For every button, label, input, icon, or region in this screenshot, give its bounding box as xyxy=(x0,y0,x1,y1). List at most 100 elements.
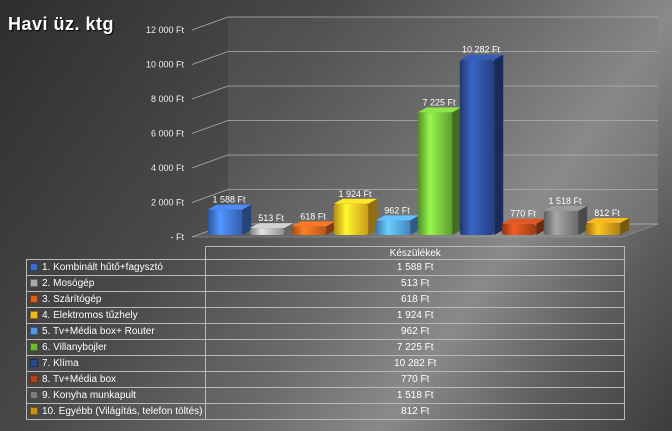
bar xyxy=(249,223,294,235)
y-tick-label: 6 000 Ft xyxy=(151,129,185,139)
data-table: Készülékek 1. Kombinált hűtő+fagysztó 1 5… xyxy=(25,246,625,420)
table-category-label: 10. Egyébb (Világítás, telefon töltés) xyxy=(42,406,203,417)
table-category-label: 2. Mosógép xyxy=(42,278,95,289)
y-tick-label: 10 000 Ft xyxy=(146,60,185,70)
bars xyxy=(207,54,630,236)
legend-key-icon xyxy=(30,375,38,384)
table-corner xyxy=(26,246,207,260)
bar-top xyxy=(249,223,294,229)
table-category-label: 4. Elektromos tűzhely xyxy=(42,310,138,321)
chart-title: Havi üz. ktg xyxy=(8,14,115,34)
bar xyxy=(417,107,462,235)
data-label: 618 Ft xyxy=(300,211,326,221)
bar-front xyxy=(375,220,411,235)
bar-front xyxy=(207,209,243,235)
legend-key-icon xyxy=(30,295,38,304)
table-category-cell: 8. Tv+Média box xyxy=(25,371,207,388)
gridline-side xyxy=(191,120,229,134)
table-row: 6. Villanybojler 7 225 Ft xyxy=(25,339,625,356)
table-row: 9. Konyha munkapult 1 518 Ft xyxy=(25,387,625,404)
bar-front xyxy=(501,223,537,235)
data-label: 1 518 Ft xyxy=(548,196,582,206)
bar-front xyxy=(459,59,495,236)
legend-key-icon xyxy=(30,407,38,416)
bar xyxy=(543,205,588,235)
table-value-cell: 1 518 Ft xyxy=(205,387,625,404)
legend-key-icon xyxy=(30,391,38,400)
legend-key-icon xyxy=(30,311,38,320)
table-category-cell: 9. Konyha munkapult xyxy=(25,387,207,404)
bar-side xyxy=(452,107,462,235)
bar-top xyxy=(585,217,630,223)
bar xyxy=(501,218,546,235)
legend-key-icon xyxy=(30,263,38,272)
table-category-label: 7. Klíma xyxy=(42,358,79,369)
data-label: 1 588 Ft xyxy=(212,195,246,205)
table-category-label: 5. Tv+Média box+ Router xyxy=(42,326,155,337)
gridline-side xyxy=(191,85,229,100)
table-value-cell: 7 225 Ft xyxy=(205,339,625,356)
table-value-cell: 10 282 Ft xyxy=(205,355,625,372)
bar xyxy=(585,217,630,235)
bar-side xyxy=(578,205,588,235)
table-row: 5. Tv+Média box+ Router 962 Ft xyxy=(25,323,625,340)
table-row: 1. Kombinált hűtő+fagysztó 1 588 Ft xyxy=(25,259,625,276)
table-category-cell: 5. Tv+Média box+ Router xyxy=(25,323,207,340)
bar-side xyxy=(494,54,504,236)
data-label: 770 Ft xyxy=(510,209,536,219)
bar-front xyxy=(585,222,621,235)
legend-key-icon xyxy=(30,359,38,368)
bar-side xyxy=(368,198,378,235)
bar-side xyxy=(620,217,630,235)
gridline-side xyxy=(191,16,229,31)
bar-top xyxy=(501,218,546,224)
table-category-label: 1. Kombinált hűtő+fagysztó xyxy=(42,262,163,273)
table-category-cell: 4. Elektromos tűzhely xyxy=(25,307,207,324)
y-tick-label: 2 000 Ft xyxy=(151,198,185,208)
legend-key-icon xyxy=(30,327,38,336)
table-category-label: 8. Tv+Média box xyxy=(42,374,117,385)
bar xyxy=(291,221,336,235)
bar-side xyxy=(242,204,252,235)
table-value-cell: 812 Ft xyxy=(205,403,625,420)
bar-top xyxy=(417,107,462,113)
table-category-cell: 6. Villanybojler xyxy=(25,339,207,356)
bar-front xyxy=(333,203,369,235)
table-value-cell: 1 924 Ft xyxy=(205,307,625,324)
y-tick-label: 12 000 Ft xyxy=(146,25,185,35)
bar xyxy=(207,204,252,235)
bar-top xyxy=(291,221,336,227)
table-value-cell: 770 Ft xyxy=(205,371,625,388)
legend-key-icon xyxy=(30,343,38,352)
bar-front xyxy=(543,210,579,235)
bar xyxy=(333,198,378,235)
table-row: 10. Egyébb (Világítás, telefon töltés) 81… xyxy=(25,403,625,420)
table-value-cell: 1 588 Ft xyxy=(205,259,625,276)
data-label: 513 Ft xyxy=(258,213,284,223)
bar-front xyxy=(417,112,453,235)
bar xyxy=(375,215,420,235)
table-value-cell: 513 Ft xyxy=(205,275,625,292)
bar-front xyxy=(291,226,327,235)
table-category-cell: 10. Egyébb (Világítás, telefon töltés) xyxy=(25,403,207,420)
table-category-label: 3. Szárítógép xyxy=(42,294,102,305)
y-tick-label: 8 000 Ft xyxy=(151,94,185,104)
table-category-cell: 7. Klíma xyxy=(25,355,207,372)
data-label: 10 282 Ft xyxy=(462,45,501,55)
data-label: 962 Ft xyxy=(384,205,410,215)
table-series-header: Készülékek xyxy=(205,246,625,260)
gridline-side xyxy=(191,51,229,65)
table-category-cell: 3. Szárítógép xyxy=(25,291,207,308)
bar-top xyxy=(543,205,588,211)
table-value-cell: 962 Ft xyxy=(205,323,625,340)
bar-side xyxy=(536,218,546,235)
table-row: 3. Szárítógép 618 Ft xyxy=(25,291,625,308)
bar xyxy=(459,54,504,236)
gridline-side xyxy=(191,189,229,203)
bar-top xyxy=(375,215,420,221)
bar-top xyxy=(207,204,252,210)
data-label: 7 225 Ft xyxy=(422,97,456,107)
bar-top xyxy=(459,54,504,60)
table-row: 7. Klíma 10 282 Ft xyxy=(25,355,625,372)
